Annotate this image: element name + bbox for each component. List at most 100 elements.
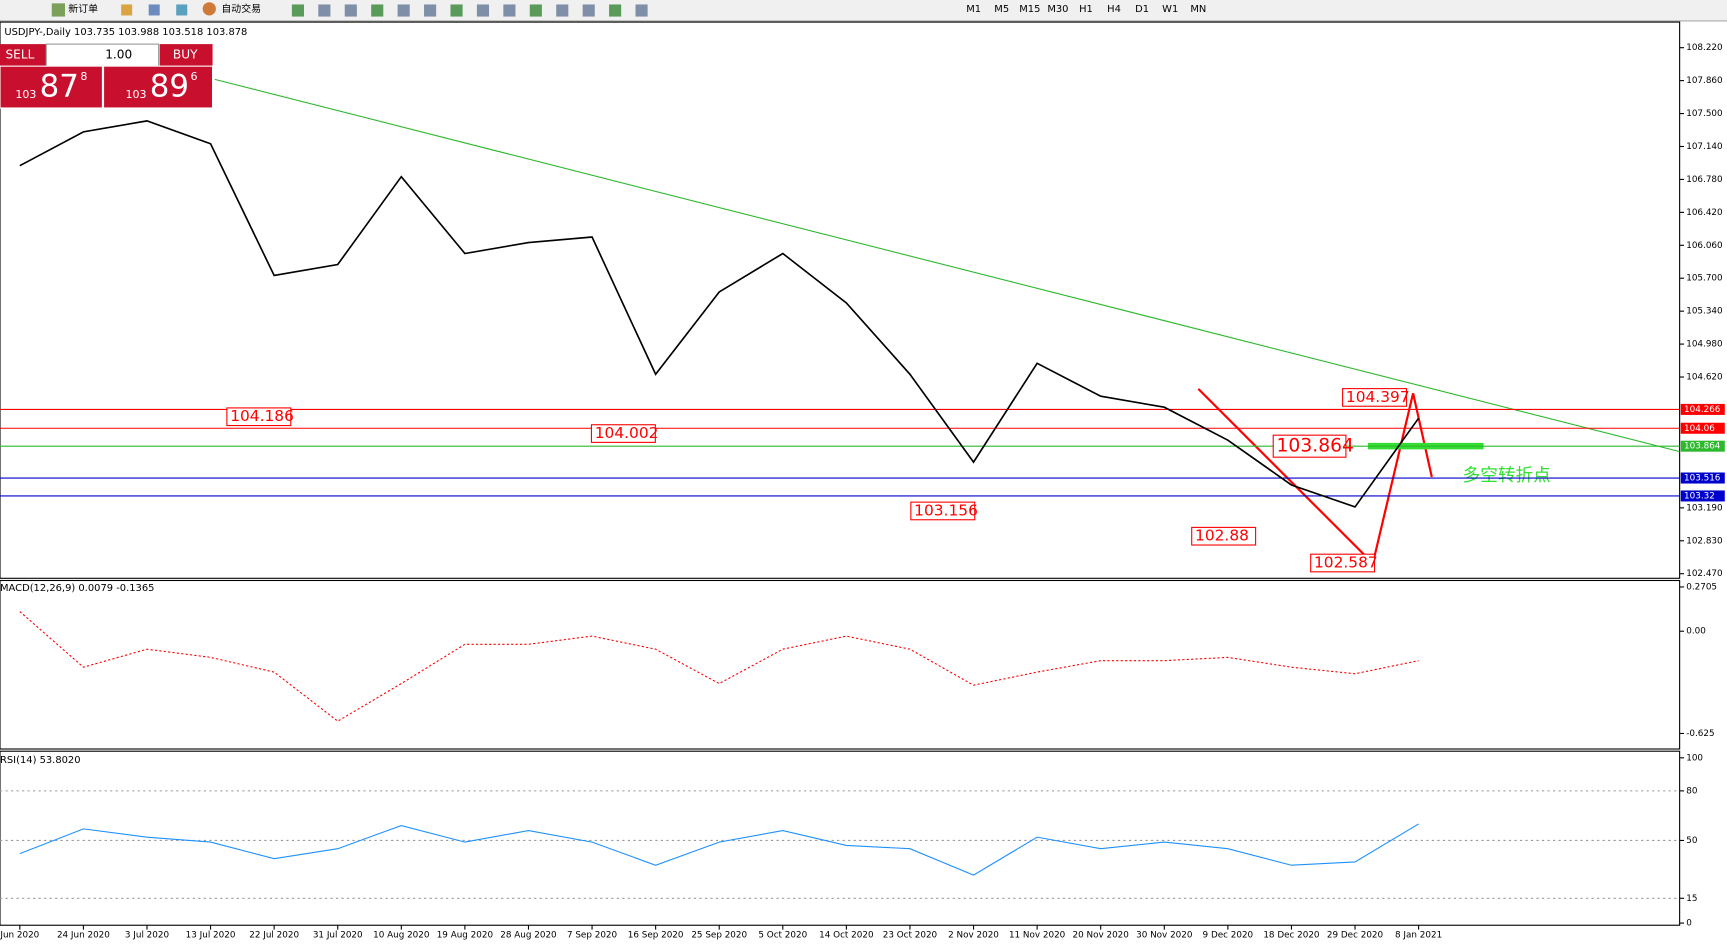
sell-price-pips: 87	[40, 69, 79, 105]
y-tick-label: 106.420	[1686, 208, 1723, 218]
tool-icon[interactable]	[635, 4, 648, 17]
y-tick-label: 0.2705	[1686, 582, 1717, 592]
x-tick-label: 3 Jul 2020	[125, 931, 170, 941]
tool-icon[interactable]	[121, 4, 133, 16]
level-label: 104.06	[1684, 424, 1715, 434]
buy-price-big: 103	[126, 88, 147, 101]
buy-price[interactable]	[102, 65, 214, 109]
y-tick-label: 0.00	[1686, 627, 1706, 637]
sell-price[interactable]	[0, 65, 103, 109]
y-tick-label: 50	[1686, 836, 1698, 846]
price-annotation-box	[226, 407, 292, 427]
y-tick-label: 103.190	[1686, 503, 1723, 513]
main-chart	[0, 21, 1681, 579]
x-tick-label: 25 Sep 2020	[691, 931, 747, 941]
timeframe-button[interactable]: D1	[1135, 4, 1149, 15]
rsi-line	[19, 823, 1419, 876]
price-annotation-box	[1310, 553, 1376, 573]
drawn-arrow	[1197, 388, 1367, 558]
tool-icon[interactable]	[424, 4, 437, 17]
timeframe-button[interactable]: H1	[1079, 4, 1093, 15]
tool-icon[interactable]	[291, 4, 304, 17]
x-tick-label: 8 Jan 2021	[1395, 931, 1442, 941]
buy-button[interactable]	[159, 44, 213, 67]
x-tick-label: 2 Nov 2020	[948, 931, 999, 941]
x-tick-label: 24 Jun 2020	[57, 931, 110, 941]
x-tick-label: 31 Jul 2020	[313, 931, 363, 941]
x-tick-label: 16 Sep 2020	[628, 931, 684, 941]
buy-price-pips: 89	[150, 69, 189, 105]
y-tick-label: -0.625	[1686, 729, 1714, 739]
tool-icon[interactable]	[503, 4, 516, 17]
level-label: 103.516	[1684, 474, 1721, 484]
price-annotation-box	[1191, 526, 1257, 546]
price-annotation-box	[1272, 434, 1347, 458]
y-tick-label: 107.500	[1686, 109, 1723, 119]
buy-label[interactable]: BUY	[173, 48, 198, 62]
level-label: 103.32	[1684, 491, 1715, 501]
auto-trading-button[interactable]: 自动交易	[221, 2, 261, 15]
y-tick-label: 106.060	[1686, 241, 1723, 251]
tool-icon[interactable]	[397, 4, 410, 17]
x-tick-label: 10 Aug 2020	[373, 931, 430, 941]
sell-button[interactable]	[0, 44, 47, 67]
x-tick-label: 23 Oct 2020	[883, 931, 938, 941]
price-annotation: 102.88	[1195, 527, 1249, 545]
tool-icon[interactable]	[318, 4, 331, 17]
timeframe-button[interactable]: H4	[1107, 4, 1121, 15]
x-tick-label: Jun 2020	[0, 931, 40, 941]
rsi-panel	[0, 750, 1681, 926]
y-tick-label: 105.340	[1686, 307, 1723, 317]
price-annotation: 104.397	[1346, 388, 1410, 406]
x-tick-label: 11 Nov 2020	[1009, 931, 1066, 941]
timeframe-button[interactable]: M30	[1047, 4, 1068, 15]
timeframe-button[interactable]: M15	[1019, 4, 1040, 15]
x-tick-label: 19 Aug 2020	[437, 931, 494, 941]
price-annotation: 104.002	[595, 424, 659, 442]
trend-line	[214, 78, 1680, 453]
x-tick-label: 22 Jul 2020	[249, 931, 299, 941]
timeframe-button[interactable]: MN	[1190, 4, 1206, 15]
sell-label[interactable]: SELL	[6, 48, 35, 62]
tool-icon[interactable]	[176, 4, 188, 16]
y-tick-label: 107.140	[1686, 142, 1723, 152]
price-annotation: 102.587	[1314, 554, 1378, 572]
tool-icon[interactable]	[450, 4, 463, 17]
sell-price-frac: 8	[80, 70, 87, 83]
tool-icon[interactable]	[476, 4, 490, 17]
lots-input[interactable]	[45, 43, 160, 67]
x-tick-label: 7 Sep 2020	[567, 931, 618, 941]
price-annotation-box	[910, 501, 976, 521]
tool-icon[interactable]	[529, 4, 542, 17]
tool-icon[interactable]	[582, 4, 595, 17]
y-tick-label: 106.780	[1686, 175, 1723, 185]
tool-icon[interactable]	[148, 4, 160, 16]
x-tick-label: 14 Oct 2020	[819, 931, 874, 941]
y-tick-label: 104.620	[1686, 373, 1723, 383]
y-tick-label: 107.860	[1686, 76, 1723, 86]
lots-value[interactable]: 1.00	[105, 48, 132, 62]
level-tag	[1680, 422, 1725, 434]
tool-icon[interactable]	[556, 4, 569, 17]
auto-trading-icon[interactable]	[202, 2, 216, 16]
y-tick-label: 102.830	[1686, 536, 1723, 546]
new-order-button[interactable]: 新订单	[68, 2, 98, 15]
y-tick-label: 105.700	[1686, 274, 1723, 284]
tool-icon[interactable]	[371, 4, 384, 17]
tool-icon[interactable]	[609, 4, 622, 17]
level-tag	[1680, 472, 1725, 484]
timeframe-button[interactable]: W1	[1162, 4, 1178, 15]
level-tag	[1680, 403, 1725, 415]
price-annotation: 103.864	[1277, 436, 1354, 457]
timeframe-button[interactable]: M5	[994, 4, 1009, 15]
price-annotation: 103.156	[914, 501, 978, 519]
level-tag	[1680, 490, 1725, 502]
timeframe-button[interactable]: M1	[966, 4, 981, 15]
x-tick-label: 18 Dec 2020	[1263, 931, 1320, 941]
tool-icon[interactable]	[344, 4, 357, 17]
x-tick-label: 28 Aug 2020	[500, 931, 557, 941]
x-tick-label: 9 Dec 2020	[1203, 931, 1254, 941]
new-order-icon[interactable]	[51, 3, 65, 17]
level-tag	[1680, 440, 1725, 452]
